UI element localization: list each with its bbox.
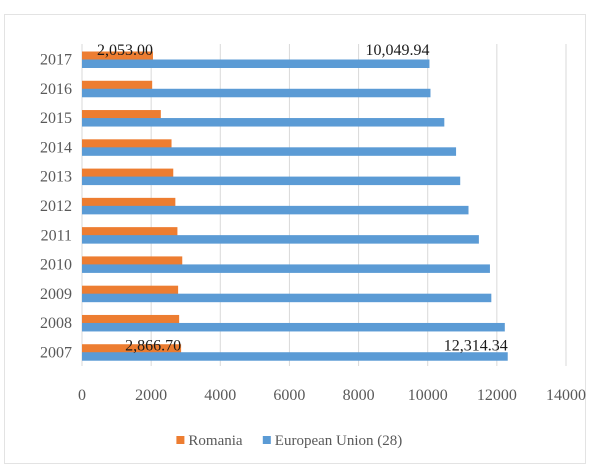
x-tick-label: 2000	[135, 387, 167, 404]
bar-european-union	[82, 59, 430, 68]
data-label: 2,866.70	[125, 338, 181, 355]
bar-european-union	[82, 352, 508, 361]
legend-label-european-union: European Union (28)	[275, 433, 402, 449]
category-label: 2015	[40, 110, 72, 127]
bar-european-union	[82, 205, 469, 215]
x-tick-label: 14000	[546, 387, 586, 404]
x-tick-label: 12000	[477, 387, 517, 404]
category-label: 2017	[40, 52, 72, 69]
bar-european-union	[82, 322, 505, 332]
x-tick-label: 4000	[204, 387, 236, 404]
bar-romania	[82, 344, 182, 353]
category-label: 2014	[40, 139, 72, 156]
bar-european-union	[82, 235, 479, 244]
category-label: 2011	[41, 227, 72, 244]
bar-romania	[82, 285, 179, 295]
bar-romania	[82, 110, 161, 119]
x-tick-label: 8000	[343, 387, 375, 404]
bar-european-union	[82, 147, 457, 156]
bar-romania	[82, 314, 180, 324]
category-label: 2016	[40, 81, 72, 98]
category-label: 2010	[40, 257, 72, 274]
bar-european-union	[82, 118, 445, 127]
bar-romania	[82, 139, 172, 148]
legend-swatch-european-union	[262, 436, 271, 444]
bar-romania	[82, 256, 183, 265]
category-label: 2009	[40, 286, 72, 303]
x-tick-label: 0	[78, 387, 86, 404]
legend-swatch-romania	[176, 436, 185, 444]
category-label: 2012	[40, 198, 72, 215]
category-label: 2007	[40, 344, 72, 361]
bar-european-union	[82, 176, 461, 186]
x-tick-label: 6000	[273, 387, 305, 404]
x-tick-label: 10000	[408, 387, 448, 404]
category-label: 2008	[40, 315, 72, 332]
legend-label-romania: Romania	[188, 433, 242, 449]
data-label: 10,049.94	[365, 42, 429, 59]
bar-european-union	[82, 293, 492, 303]
bar-romania	[82, 197, 176, 207]
data-label: 2,053.00	[97, 42, 153, 59]
bar-romania	[82, 227, 178, 236]
bar-romania	[82, 80, 153, 90]
bar-european-union	[82, 88, 431, 98]
bar-romania	[82, 51, 153, 60]
category-label: 2013	[40, 169, 72, 186]
data-label: 12,314.34	[444, 338, 508, 355]
bar-romania	[82, 168, 174, 178]
bar-european-union	[82, 264, 490, 273]
